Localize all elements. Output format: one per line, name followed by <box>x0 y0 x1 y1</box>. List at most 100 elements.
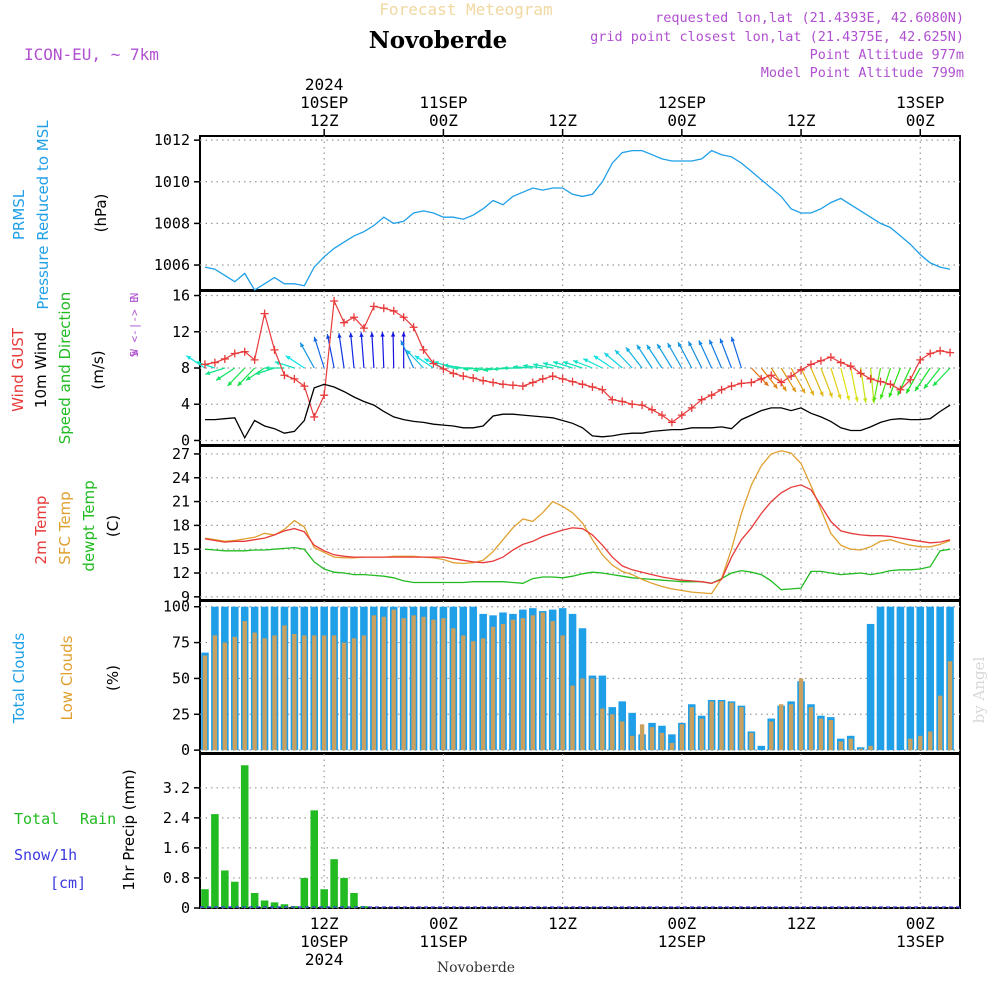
temperature-ytick-label: 15 <box>172 540 190 558</box>
wind-10m-label: 10m Wind <box>32 332 50 408</box>
wind-arrow-head <box>186 355 192 360</box>
wind-ytick-label: 4 <box>181 395 190 413</box>
wind-arrow <box>770 367 787 392</box>
wind-arrow-head <box>888 392 893 398</box>
low-cloud-bar <box>331 635 337 751</box>
precip-bar <box>320 889 328 908</box>
wind-arrow-head <box>646 344 652 350</box>
low-cloud-bar <box>699 718 704 751</box>
wind-arrow-head <box>300 342 305 348</box>
gust-marker <box>489 378 498 387</box>
wind-arrow-head <box>522 363 528 369</box>
pressure-ytick-label: 1010 <box>154 173 190 191</box>
wind-arrow-head <box>791 387 796 393</box>
wind-arrow-head <box>493 366 498 372</box>
gust-marker <box>499 380 508 389</box>
low-cloud-bar <box>937 695 943 751</box>
wind-arrow-head <box>773 383 778 389</box>
gust-marker <box>717 385 726 394</box>
total-cloud-bar <box>916 606 925 751</box>
low-cloud-bar <box>868 745 873 751</box>
wind-arrow <box>850 367 859 402</box>
wind-arrow-head <box>255 370 260 375</box>
precip-bar <box>201 889 209 908</box>
wind-arrow-head <box>473 367 479 373</box>
wind-arrow <box>840 367 850 401</box>
wind-unit: (m/s) <box>89 350 107 389</box>
low-cloud-bar <box>441 618 446 751</box>
low-cloud-bar <box>818 718 824 751</box>
gust-marker <box>538 374 547 383</box>
gust-marker <box>260 309 269 318</box>
low-cloud-bar <box>520 618 526 751</box>
wind-arrow-head <box>678 342 683 348</box>
wind-arrow-head <box>897 390 902 396</box>
top-time-label: 00Z <box>667 111 696 130</box>
wind-arrow-head <box>698 340 703 346</box>
low-cloud-bar <box>540 612 545 751</box>
wind-arrow-head <box>809 390 814 396</box>
wind-arrow-head <box>453 365 458 371</box>
low-cloud-bar <box>908 738 913 751</box>
temperature-ytick-label: 12 <box>172 564 190 582</box>
temp-dew-label: dewpt Temp <box>80 480 98 571</box>
wind-arrow-head <box>237 381 243 386</box>
wind-gust-label: Wind GUST <box>9 327 27 412</box>
low-cloud-bar <box>222 642 228 751</box>
wind-arrow-head <box>709 339 714 345</box>
wind-arrow-head <box>688 341 693 347</box>
wind-arrow <box>708 339 723 369</box>
total-cloud-bar <box>757 745 766 751</box>
wind-arrow <box>400 340 415 369</box>
gust-marker <box>548 372 557 381</box>
gust-marker <box>866 374 875 383</box>
precip-bar <box>280 904 289 908</box>
wind-ytick-label: 16 <box>172 287 190 305</box>
low-cloud-bar <box>461 635 466 751</box>
wind-arrow-head <box>730 336 735 342</box>
wind-arrow-head <box>463 366 468 372</box>
low-cloud-bar <box>610 714 615 751</box>
low-cloud-bar <box>798 678 804 751</box>
low-cloud-bar <box>351 638 357 751</box>
wind-arrow-head <box>615 350 620 355</box>
wind-arrow-head <box>845 395 851 401</box>
gust-marker <box>906 375 915 384</box>
gust-marker <box>250 355 259 364</box>
temperature-frame <box>199 445 961 601</box>
wind-arrow-head <box>205 370 211 375</box>
gust-marker <box>349 313 358 322</box>
top-time-label: 10SEP <box>300 93 348 112</box>
bottom-time-label: 13SEP <box>896 932 944 951</box>
low-cloud-bar <box>788 704 794 751</box>
wind-arrow-head <box>932 381 938 386</box>
wind-arrow-head <box>337 333 342 338</box>
gust-marker <box>667 418 676 427</box>
bottom-time-label: 12Z <box>787 914 816 933</box>
low-cloud-bar <box>272 635 277 751</box>
clouds-ytick-label: 0 <box>181 741 190 759</box>
gust-marker <box>608 395 617 404</box>
gust-marker <box>687 403 696 412</box>
wind-arrow-head <box>636 344 642 350</box>
gust-marker <box>946 348 955 357</box>
gust-marker <box>200 360 209 369</box>
gust-marker <box>449 369 458 378</box>
wind-arrow-head <box>862 398 868 403</box>
wind-arrow <box>810 367 824 397</box>
low-cloud-bar <box>739 707 744 751</box>
low-cloud-bar <box>808 707 814 751</box>
wind-arrow <box>326 334 335 369</box>
low-cloud-bar <box>828 720 834 751</box>
wind-arrow-head <box>285 355 291 360</box>
clouds-low-label: Low Clouds <box>58 635 76 720</box>
gust-marker <box>359 324 368 333</box>
precip-ytick-label: 3.2 <box>163 779 190 797</box>
sfc-temp-line <box>204 450 951 595</box>
gust-marker <box>767 371 776 380</box>
gust-marker <box>280 371 289 380</box>
precip-snow-label: Snow/1h <box>14 846 77 864</box>
wind-arrow-head <box>837 394 842 400</box>
wind-arrow <box>800 367 815 396</box>
wind-arrow-head <box>879 394 884 400</box>
